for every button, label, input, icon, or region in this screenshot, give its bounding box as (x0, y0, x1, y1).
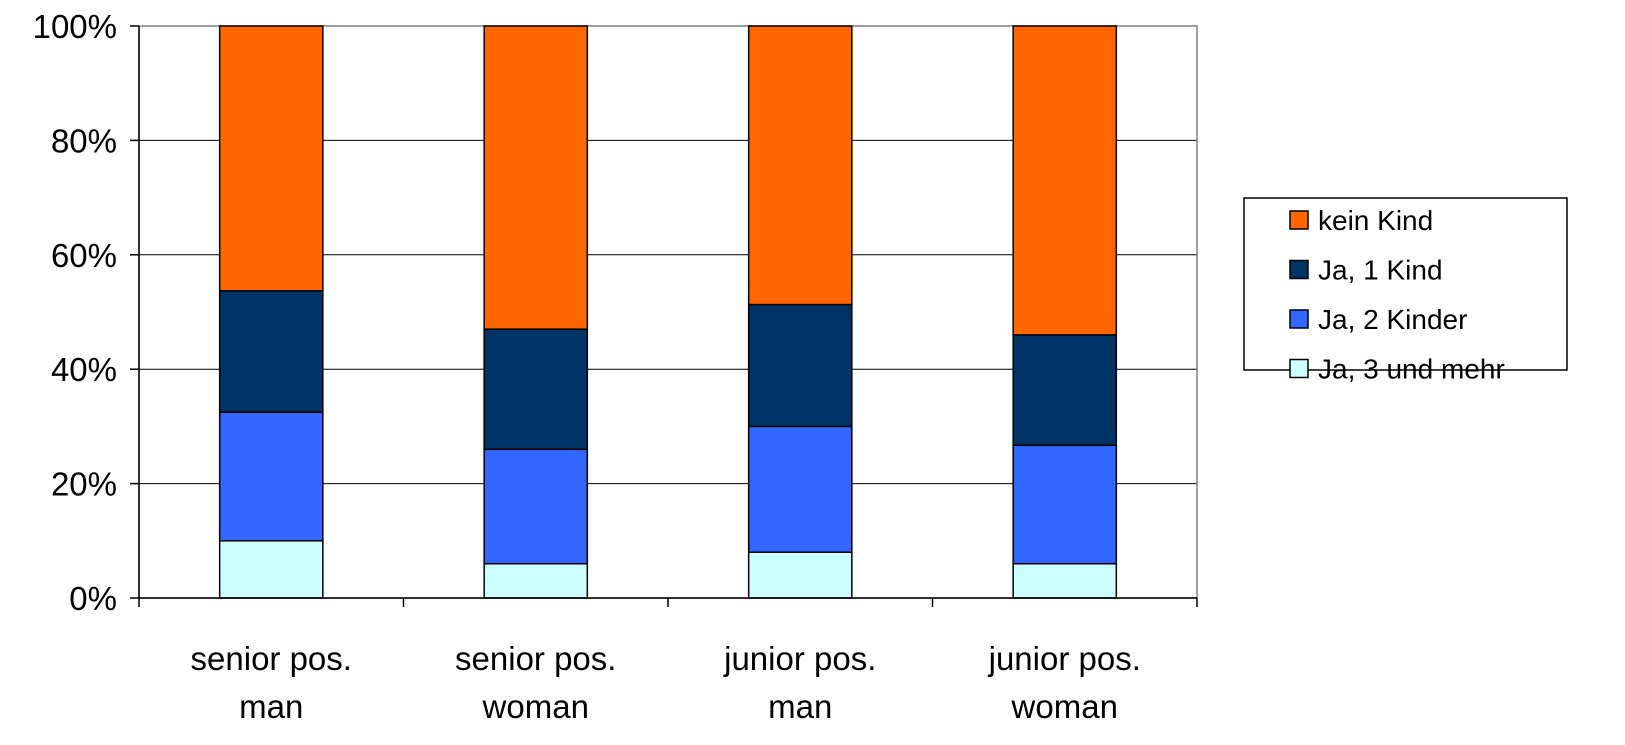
bar-segment-ja-1-kind (1012, 334, 1118, 447)
bar-segment-kein-kind (218, 25, 324, 292)
y-tick-label: 100% (33, 8, 117, 45)
legend: kein Kind Ja, 1 Kind Ja, 2 Kinder Ja, 3 und… (1243, 197, 1568, 385)
y-tick-label: 0% (69, 580, 117, 617)
bar-segment-ja-1-kind (483, 328, 589, 451)
y-axis-tick-labels: 0% 20% 40% 60% 80% 100% (33, 8, 117, 617)
y-tick-label: 40% (51, 351, 117, 388)
bar-segment-kein-kind (1012, 25, 1118, 336)
legend-label: kein Kind (1318, 205, 1433, 236)
y-tick-label: 20% (51, 466, 117, 503)
bar-segment-ja-2-kinder (218, 411, 324, 542)
legend-label: Ja, 3 und mehr (1318, 354, 1505, 385)
bars (218, 25, 1118, 599)
y-tick-label: 80% (51, 122, 117, 159)
bar-segment-ja-1-kind (747, 303, 853, 428)
x-tick-label: man (768, 688, 832, 725)
legend-label: Ja, 2 Kinder (1318, 304, 1467, 335)
bar-segment-ja-3-und-mehr (483, 562, 589, 599)
x-tick-label: junior pos. (723, 640, 876, 677)
x-axis-tick-labels: senior pos. man senior pos. woman junior pos… (191, 640, 1141, 725)
bar-segment-ja-3-und-mehr (1012, 562, 1118, 599)
legend-label: Ja, 1 Kind (1318, 255, 1443, 286)
axes (130, 25, 1198, 607)
x-tick-label: woman (482, 688, 589, 725)
bar-segment-ja-2-kinder (483, 448, 589, 565)
y-tick-label: 60% (51, 237, 117, 274)
legend-swatch (1289, 309, 1309, 329)
legend-swatch (1289, 358, 1309, 379)
legend-swatch (1289, 259, 1309, 280)
bar-segment-ja-3-und-mehr (218, 540, 324, 599)
bar-segment-ja-1-kind (218, 290, 324, 413)
legend-swatch (1289, 210, 1309, 230)
bar-segment-ja-3-und-mehr (747, 551, 853, 599)
x-tick-label: senior pos. (455, 640, 616, 677)
x-tick-label: man (239, 688, 303, 725)
bar-segment-kein-kind (483, 25, 589, 330)
bar-segment-ja-2-kinder (1012, 444, 1118, 565)
x-tick-label: junior pos. (988, 640, 1141, 677)
x-tick-label: woman (1011, 688, 1118, 725)
bar-segment-ja-2-kinder (747, 425, 853, 553)
bar-segment-kein-kind (747, 25, 853, 306)
legend-box (1243, 197, 1568, 371)
x-tick-label: senior pos. (191, 640, 352, 677)
